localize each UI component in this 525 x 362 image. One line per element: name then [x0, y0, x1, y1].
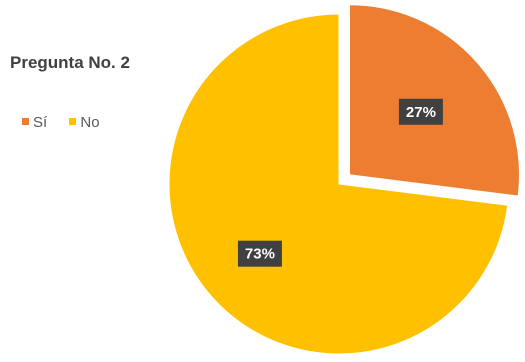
legend-label-si: Sí	[33, 114, 48, 131]
legend-swatch-no	[69, 117, 77, 125]
chart-title: Pregunta No. 2	[10, 53, 130, 72]
data-label-si: 27%	[398, 98, 443, 125]
data-label-box	[398, 98, 443, 125]
pie-slice-no	[168, 13, 509, 355]
data-label-text: 27%	[406, 104, 436, 121]
legend-swatch-si	[22, 117, 29, 125]
data-label-no: 73%	[237, 240, 282, 267]
legend: Sí No	[22, 114, 118, 131]
legend-item-si: Sí	[22, 114, 47, 131]
legend-label-no: No	[80, 114, 100, 131]
data-label-text: 73%	[245, 246, 275, 263]
legend-item-no: No	[69, 114, 100, 131]
data-label-box	[237, 240, 282, 267]
